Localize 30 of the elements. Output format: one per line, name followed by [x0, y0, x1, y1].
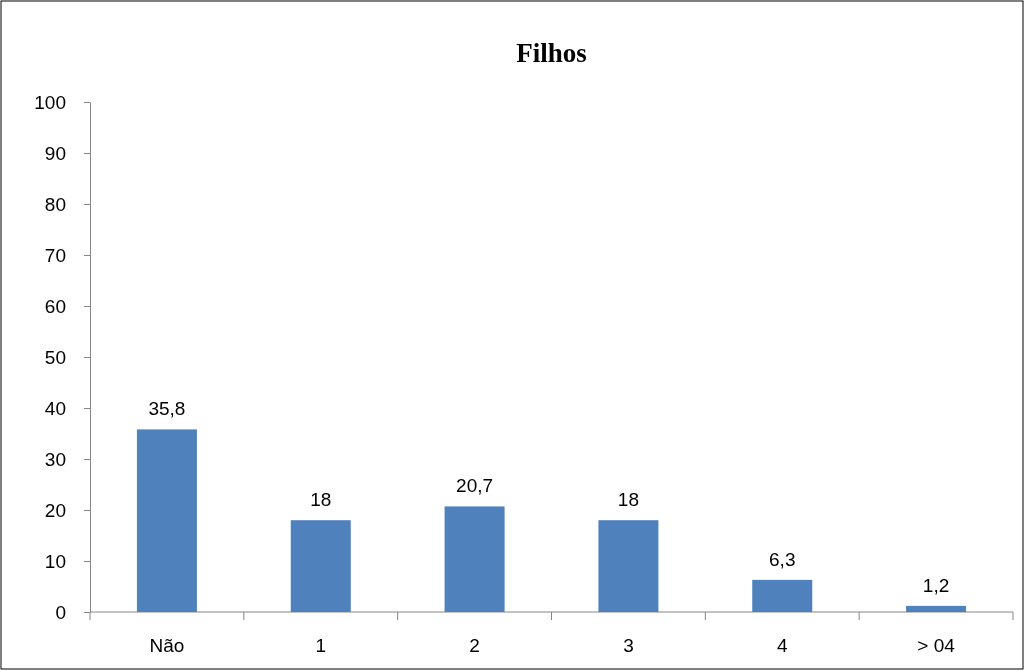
y-tick-label: 50: [44, 346, 66, 368]
y-tick-label: 0: [55, 601, 66, 623]
x-tick-label: > 04: [917, 635, 956, 656]
y-tick-label: 10: [44, 550, 66, 572]
x-tick-label: 4: [776, 635, 788, 656]
bar: [906, 605, 967, 612]
data-label: 18: [617, 489, 639, 511]
bar: [290, 520, 351, 612]
data-label: 1,2: [922, 574, 950, 596]
y-tick-label: 70: [44, 244, 66, 266]
y-tick-label: 80: [44, 193, 66, 215]
data-label: 35,8: [148, 398, 186, 420]
bar: [136, 429, 197, 612]
bar: [752, 579, 813, 612]
y-tick-label: 100: [34, 91, 66, 113]
x-tick-label: 1: [315, 635, 327, 656]
data-label: 20,7: [456, 475, 494, 497]
x-tick-label: Não: [149, 635, 185, 656]
bar: [598, 520, 659, 612]
y-tick-label: 90: [44, 142, 66, 164]
bar: [444, 506, 505, 612]
data-label: 18: [310, 489, 332, 511]
y-tick-label: 60: [44, 295, 66, 317]
y-tick-label: 20: [44, 499, 66, 521]
y-tick-label: 30: [44, 448, 66, 470]
y-tick-label: 40: [44, 397, 66, 419]
chart-title: Filhos: [516, 38, 587, 68]
data-label: 6,3: [769, 548, 796, 570]
x-tick-label: 3: [623, 635, 634, 656]
x-tick-label: 2: [469, 635, 480, 656]
